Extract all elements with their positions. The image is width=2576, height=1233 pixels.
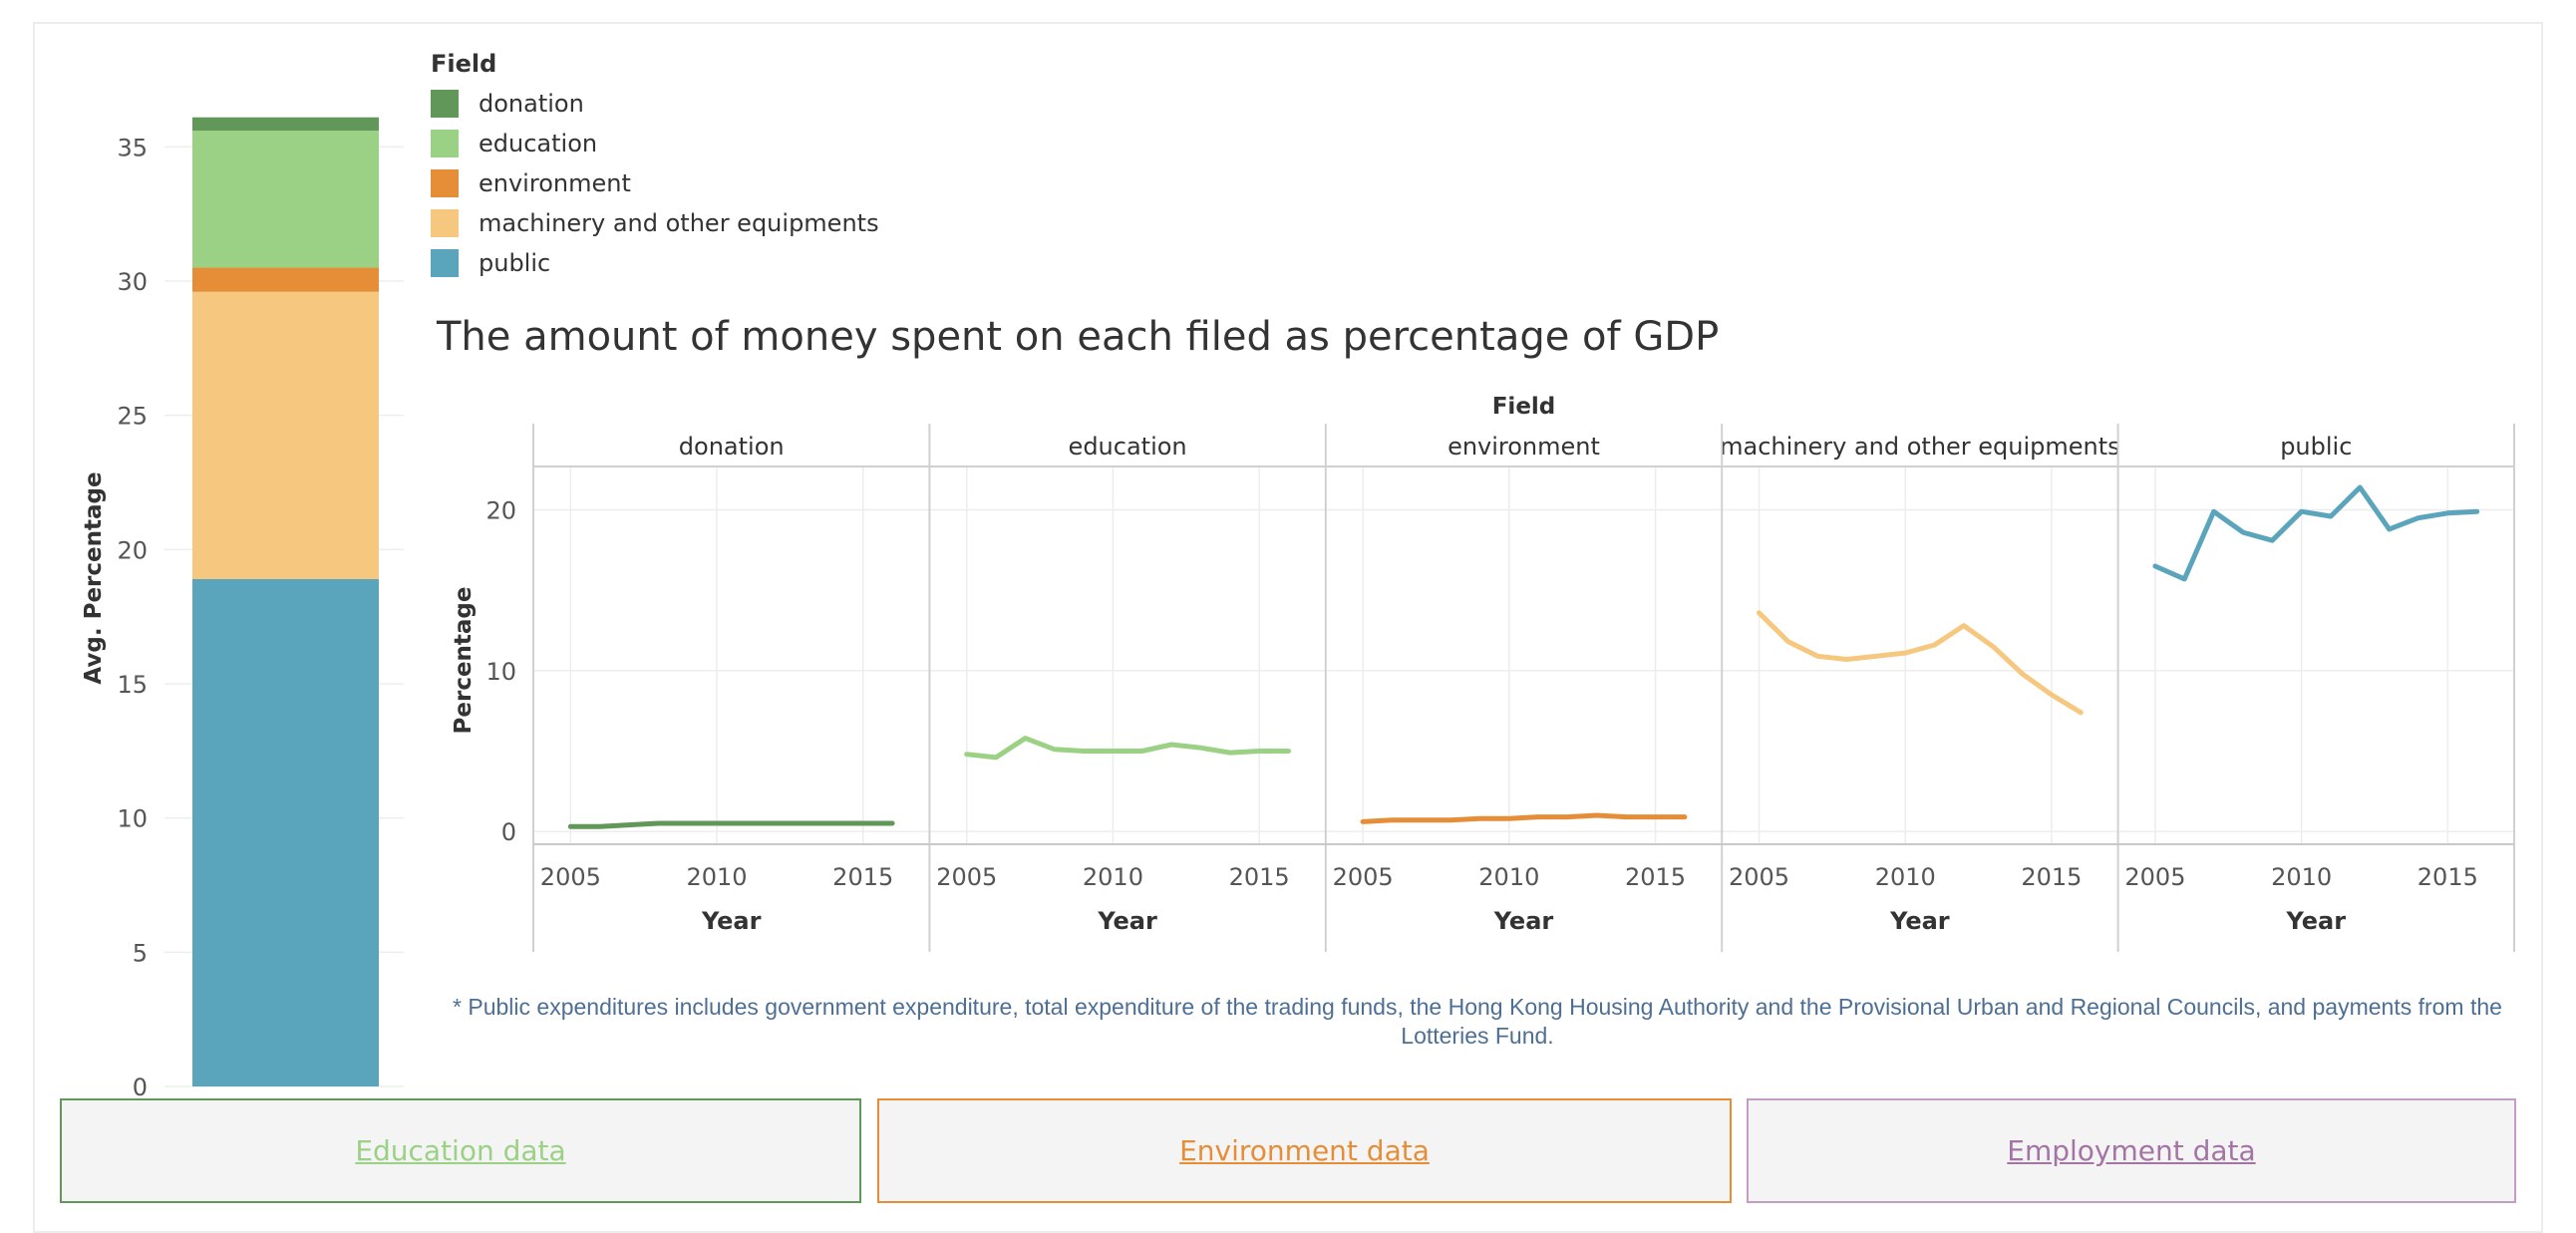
chart-title: The amount of money spent on each filed …	[437, 314, 1720, 360]
legend-items: donation education environment machinery an…	[431, 84, 879, 283]
series-line-environment[interactable]	[1360, 812, 1688, 824]
stacked-y-tick: 30	[117, 268, 148, 296]
facet-x-tick: 2015	[2417, 863, 2478, 891]
education-data-label: Education data	[355, 1134, 566, 1167]
series-line-education[interactable]	[964, 736, 1291, 761]
legend-swatch	[431, 169, 459, 197]
legend-swatch	[431, 249, 459, 277]
facet-header-label: education	[1069, 433, 1187, 461]
legend-swatch	[431, 209, 459, 237]
facet-x-tick: 2015	[1625, 863, 1686, 891]
facet-panel-public: 2005 2010 2015 public Year	[2116, 424, 2514, 952]
stacked-y-tick: 25	[117, 403, 148, 431]
stacked-y-tick: 20	[117, 536, 148, 564]
stacked-y-axis-label: Avg. Percentage	[81, 471, 107, 684]
legend-item-environment[interactable]: environment	[431, 163, 879, 203]
facet-x-axis-label: Year	[701, 907, 762, 935]
facet-x-tick: 2010	[1875, 863, 1936, 891]
stacked-y-tick: 35	[117, 134, 148, 161]
stacked-y-tick: 15	[117, 671, 148, 699]
legend-label: donation	[479, 90, 584, 118]
facet-x-axis-label: Year	[1493, 907, 1554, 935]
legend-label: machinery and other equipments	[479, 209, 879, 237]
facet-x-tick: 2010	[1083, 863, 1143, 891]
stacked-segment-machinery-and-other-equipments[interactable]	[192, 291, 379, 579]
facet-x-tick: 2015	[1229, 863, 1290, 891]
footnote: * Public expenditures includes governmen…	[453, 994, 2502, 1049]
facet-x-tick: 2005	[540, 863, 601, 891]
employment-data-button[interactable]: Employment data	[1747, 1098, 2516, 1203]
stacked-y-tick: 0	[133, 1074, 148, 1101]
series-line-donation[interactable]	[567, 820, 895, 829]
facet-x-tick: 2015	[2021, 863, 2082, 891]
facet-panel-education: 2005 2010 2015 education Year	[928, 424, 1326, 952]
employment-data-label: Employment data	[2007, 1134, 2256, 1167]
legend-label: education	[479, 130, 598, 157]
education-data-button[interactable]: Education data	[60, 1098, 861, 1203]
legend-item-public[interactable]: public	[431, 243, 879, 283]
legend-item-machinery-and-other-equipments[interactable]: machinery and other equipments	[431, 203, 879, 243]
stacked-segment-environment[interactable]	[192, 267, 379, 292]
facet-x-tick: 2010	[686, 863, 747, 891]
legend-item-donation[interactable]: donation	[431, 84, 879, 124]
legend-label: environment	[479, 169, 631, 197]
legend-item-education[interactable]: education	[431, 124, 879, 163]
facet-panel-machinery-and-other-equipments: 2005 2010 2015 machinery and other equipmen…	[1720, 424, 2120, 952]
facet-header-label: machinery and other equipments	[1720, 433, 2120, 461]
environment-data-button[interactable]: Environment data	[877, 1098, 1732, 1203]
field-legend: Field donation education environment machin…	[431, 50, 879, 283]
facet-x-tick: 2010	[2271, 863, 2332, 891]
facet-x-axis-label: Year	[2286, 907, 2347, 935]
stacked-segment-donation[interactable]	[192, 117, 379, 132]
facet-x-tick: 2005	[2124, 863, 2185, 891]
facet-y-tick: 10	[485, 658, 516, 686]
facet-y-tick: 20	[485, 497, 516, 525]
facet-x-axis-label: Year	[1097, 907, 1157, 935]
series-line-machinery-and-other-equipments[interactable]	[1757, 610, 2084, 716]
stacked-y-tick: 10	[117, 805, 148, 833]
facet-header-label: public	[2280, 433, 2352, 461]
facet-header-title: Field	[1492, 394, 1556, 420]
facet-x-tick: 2005	[1729, 863, 1789, 891]
facet-x-tick: 2005	[936, 863, 997, 891]
environment-data-label: Environment data	[1179, 1134, 1430, 1167]
series-line-public[interactable]	[2152, 484, 2480, 582]
legend-label: public	[479, 249, 551, 277]
facet-y-tick: 0	[501, 818, 516, 846]
legend-title: Field	[431, 50, 497, 78]
facet-panel-environment: 2005 2010 2015 environment Year	[1324, 424, 1723, 952]
stacked-segment-education[interactable]	[192, 131, 379, 268]
facet-x-tick: 2005	[1333, 863, 1394, 891]
facet-x-axis-label: Year	[1889, 907, 1950, 935]
facet-y-axis-label: Percentage	[451, 587, 477, 735]
facet-header-label: donation	[679, 433, 785, 461]
stacked-segment-public[interactable]	[192, 578, 379, 1086]
legend-swatch	[431, 90, 459, 118]
facet-panel-donation: 2005 2010 2015 donation Year	[532, 424, 930, 952]
facet-x-tick: 2010	[1478, 863, 1539, 891]
stacked-y-tick: 5	[133, 939, 148, 967]
facet-x-tick: 2015	[832, 863, 893, 891]
facet-header-label: environment	[1448, 433, 1600, 461]
legend-swatch	[431, 130, 459, 157]
